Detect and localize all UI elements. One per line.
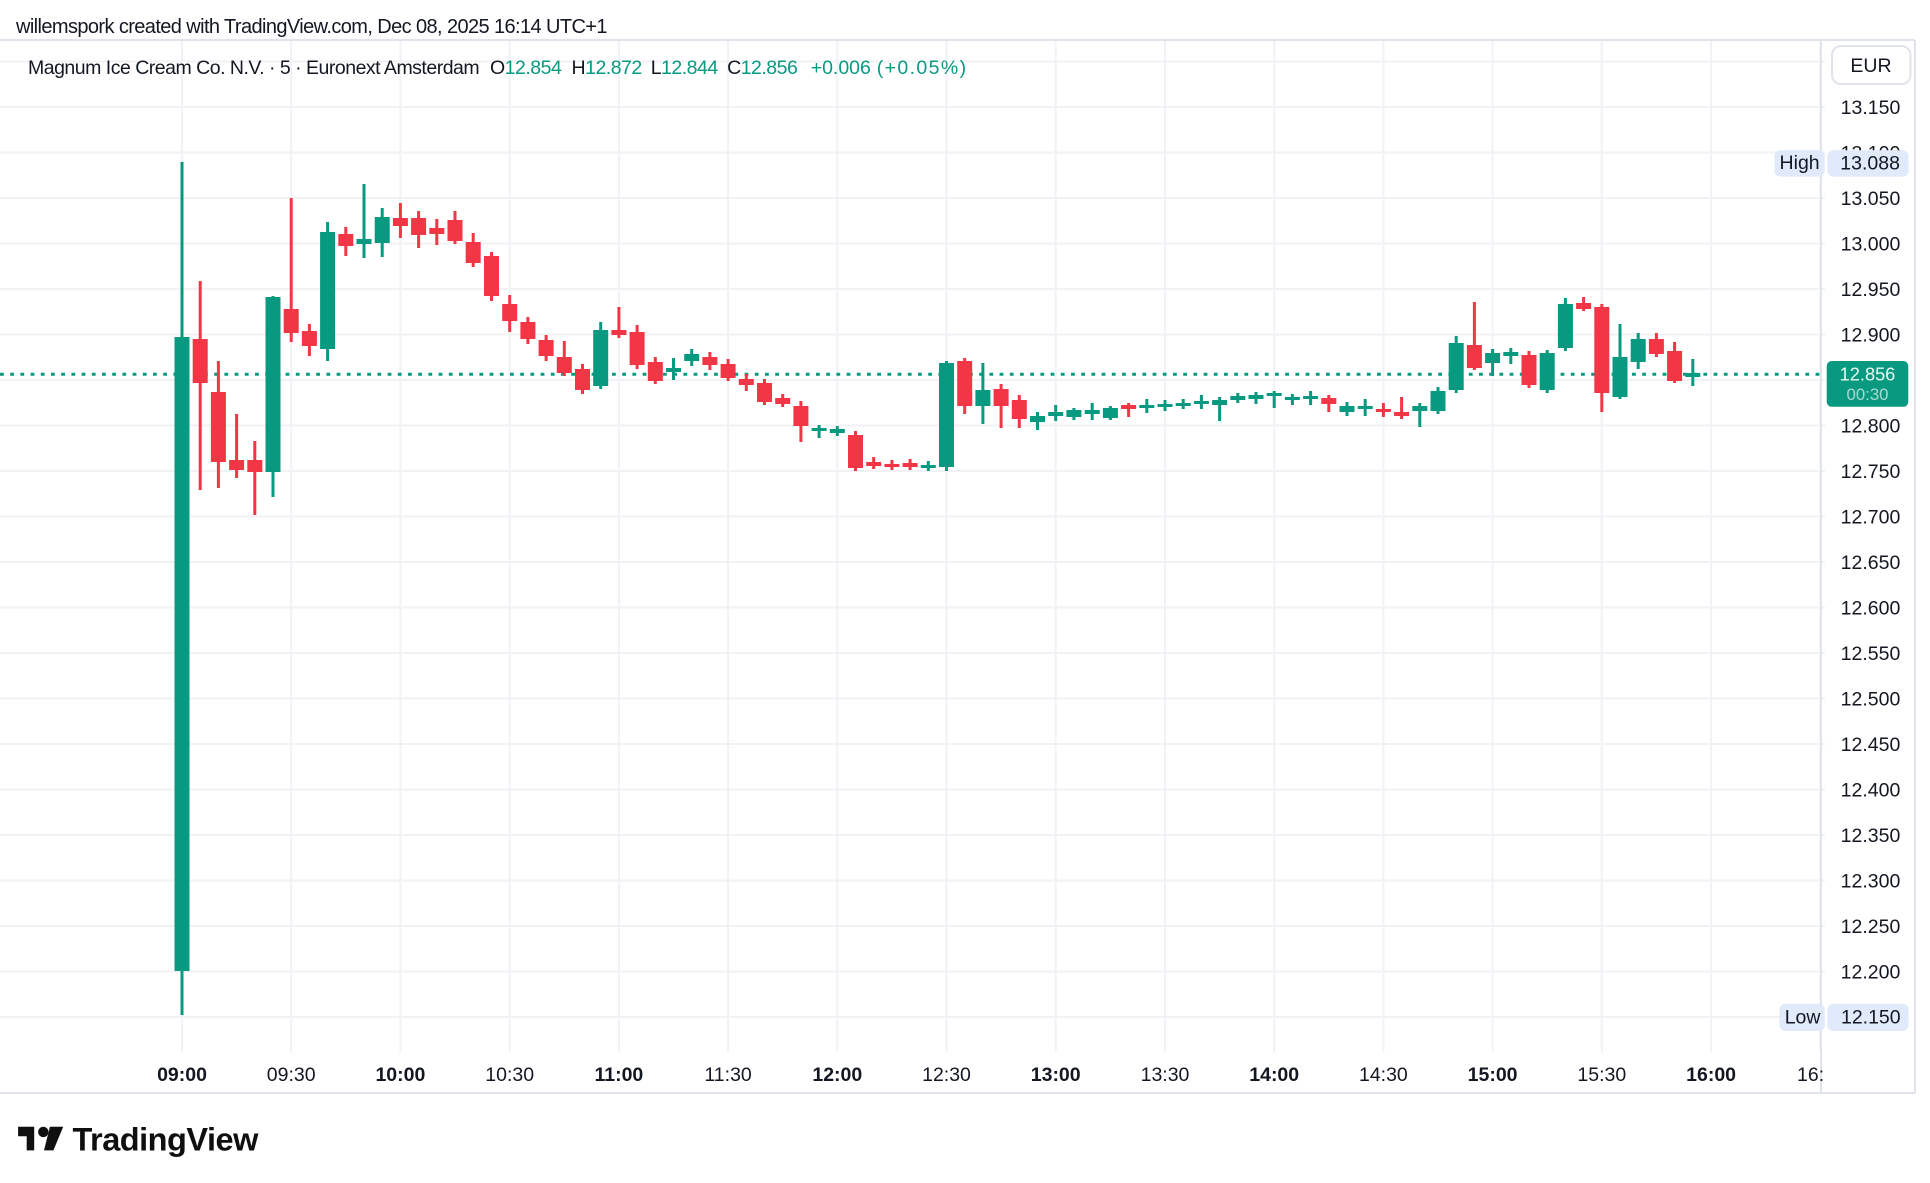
svg-text:12.550: 12.550 bbox=[1841, 643, 1901, 665]
svg-text:15:00: 15:00 bbox=[1468, 1064, 1518, 1086]
svg-text:12.300: 12.300 bbox=[1841, 871, 1901, 893]
svg-text:Magnum Ice Cream Co. N.V. · 5: Magnum Ice Cream Co. N.V. · 5 · Euronext… bbox=[28, 57, 968, 79]
svg-text:12.800: 12.800 bbox=[1841, 416, 1901, 438]
svg-text:12.150: 12.150 bbox=[1841, 1007, 1901, 1029]
svg-text:10:30: 10:30 bbox=[485, 1064, 534, 1086]
svg-text:14:00: 14:00 bbox=[1249, 1064, 1299, 1086]
svg-text:13.088: 13.088 bbox=[1840, 153, 1900, 175]
svg-text:12.350: 12.350 bbox=[1841, 825, 1901, 847]
svg-text:13.000: 13.000 bbox=[1841, 234, 1901, 256]
svg-text:16:: 16: bbox=[1797, 1064, 1824, 1086]
svg-text:12.650: 12.650 bbox=[1841, 552, 1901, 574]
svg-text:12.750: 12.750 bbox=[1841, 461, 1901, 483]
svg-text:12.400: 12.400 bbox=[1841, 780, 1901, 802]
svg-text:00:30: 00:30 bbox=[1847, 385, 1889, 404]
svg-text:EUR: EUR bbox=[1850, 55, 1891, 77]
svg-text:12.250: 12.250 bbox=[1841, 916, 1901, 938]
svg-text:13:00: 13:00 bbox=[1031, 1064, 1081, 1086]
svg-text:12:30: 12:30 bbox=[922, 1064, 971, 1086]
svg-text:willemspork created with Tradi: willemspork created with TradingView.com… bbox=[15, 16, 607, 38]
svg-text:13.150: 13.150 bbox=[1841, 97, 1901, 119]
svg-text:11:30: 11:30 bbox=[704, 1064, 752, 1086]
svg-text:13.050: 13.050 bbox=[1841, 188, 1901, 210]
svg-text:15:30: 15:30 bbox=[1577, 1064, 1626, 1086]
svg-text:12.950: 12.950 bbox=[1841, 279, 1901, 301]
svg-text:12.856: 12.856 bbox=[1840, 365, 1896, 385]
svg-text:TradingView: TradingView bbox=[73, 1122, 260, 1158]
svg-text:12.500: 12.500 bbox=[1841, 689, 1901, 711]
svg-text:09:00: 09:00 bbox=[157, 1064, 207, 1086]
svg-text:09:30: 09:30 bbox=[267, 1064, 316, 1086]
svg-text:Low: Low bbox=[1785, 1007, 1822, 1029]
svg-text:13:30: 13:30 bbox=[1141, 1064, 1190, 1086]
svg-text:12.450: 12.450 bbox=[1841, 734, 1901, 756]
svg-text:High: High bbox=[1780, 152, 1820, 174]
svg-text:16:00: 16:00 bbox=[1686, 1064, 1736, 1086]
svg-text:12.600: 12.600 bbox=[1841, 598, 1901, 620]
svg-text:12:00: 12:00 bbox=[812, 1064, 862, 1086]
svg-text:10:00: 10:00 bbox=[375, 1064, 425, 1086]
svg-text:12.200: 12.200 bbox=[1841, 962, 1901, 984]
svg-text:11:00: 11:00 bbox=[594, 1064, 643, 1086]
svg-text:12.900: 12.900 bbox=[1841, 325, 1901, 347]
svg-text:12.700: 12.700 bbox=[1841, 507, 1901, 529]
svg-text:14:30: 14:30 bbox=[1359, 1064, 1408, 1086]
